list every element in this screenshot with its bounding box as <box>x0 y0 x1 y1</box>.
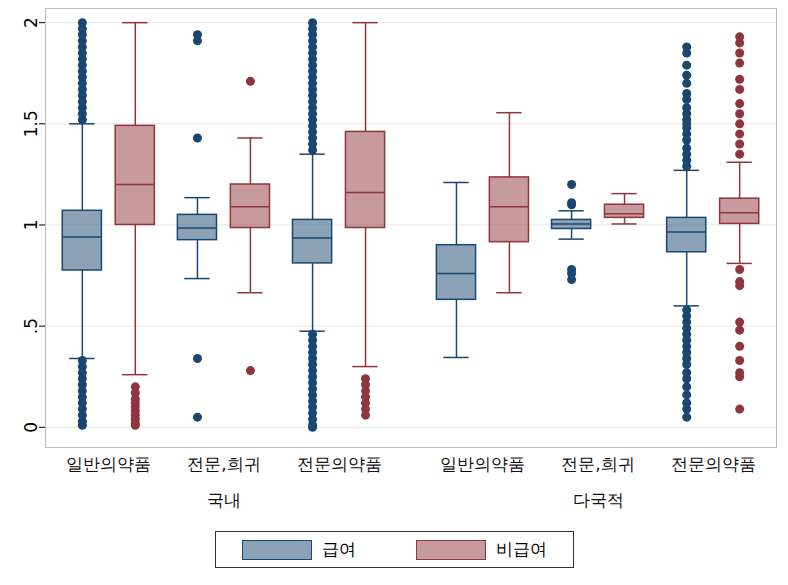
html-text:비급여: 비급여 <box>495 539 547 559</box>
svg-text:전문,희귀: 전문,희귀 <box>561 454 634 474</box>
svg-text:전문의약품: 전문의약품 <box>297 454 382 474</box>
svg-text:0: 0 <box>21 422 41 433</box>
svg-text:전문의약품: 전문의약품 <box>671 454 756 474</box>
svg-text:1.5: 1.5 <box>21 110 41 137</box>
svg-text:일반의약품: 일반의약품 <box>66 454 151 474</box>
svg-text:전문,희귀: 전문,희귀 <box>187 454 260 474</box>
svg-text:2: 2 <box>21 17 41 28</box>
svg-text:다국적: 다국적 <box>573 490 624 510</box>
svg-text:.5: .5 <box>21 318 41 334</box>
html-text:급여: 급여 <box>321 539 356 559</box>
svg-text:일반의약품: 일반의약품 <box>440 454 525 474</box>
svg-text:1: 1 <box>21 220 41 231</box>
svg-text:국내: 국내 <box>207 490 241 510</box>
